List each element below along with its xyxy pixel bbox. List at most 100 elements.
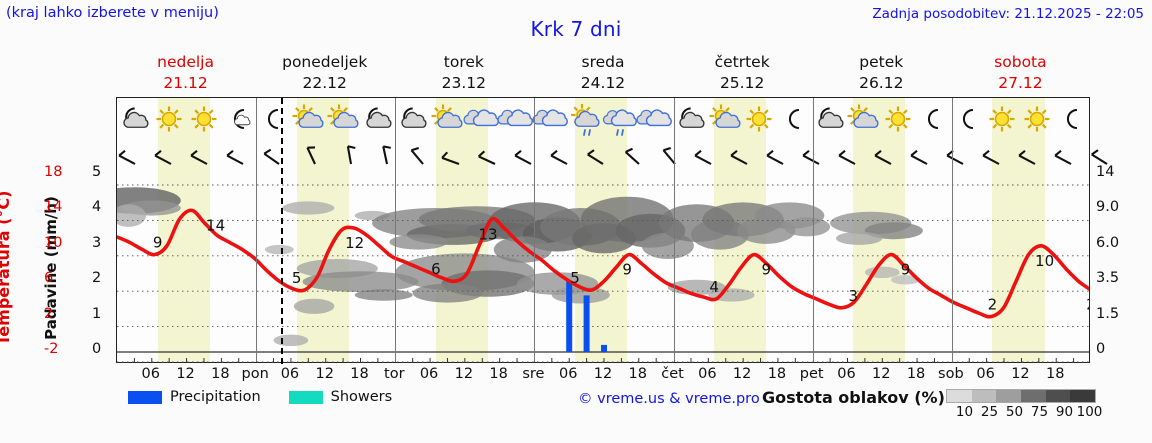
sun-icon (1020, 98, 1055, 142)
legend-label-precipitation: Precipitation (170, 389, 261, 405)
daylight-band (157, 98, 210, 362)
svg-text:12: 12 (345, 234, 364, 252)
cloud-density-tick: 25 (980, 404, 999, 420)
temperature-tick: 2 (44, 305, 54, 322)
cloud-density-swatch (947, 390, 972, 402)
x-axis-label: tor (384, 366, 405, 382)
wind-barb (801, 142, 837, 174)
day-separator (395, 98, 397, 362)
precipitation-tick: 5 (92, 164, 102, 180)
cloud-height-tick: 14 (1096, 164, 1115, 180)
x-tick-marks (133, 358, 1075, 363)
x-axis-label: pet (799, 366, 824, 382)
legend-label-showers: Showers (330, 389, 393, 405)
day-date: 21.12 (163, 74, 208, 92)
wind-barb (837, 142, 873, 174)
x-axis-label: čet (661, 366, 684, 382)
moon-icon (950, 98, 985, 142)
day-header-ponedeljek: ponedeljek 22.12 (255, 52, 394, 96)
sun-cloud-icon (291, 98, 326, 142)
wind-barbs-row (117, 142, 1108, 174)
x-axis-label: 18 (1045, 366, 1065, 382)
day-date: 26.12 (859, 74, 904, 92)
temperature-tick: 14 (44, 199, 63, 216)
day-separator (534, 98, 536, 362)
precipitation-tick: 0 (92, 341, 102, 357)
wind-barb (225, 142, 261, 174)
svg-text:5: 5 (292, 269, 302, 287)
wind-barb (765, 142, 801, 174)
wind-barb (873, 142, 909, 174)
day-header-nedelja: nedelja 21.12 (116, 52, 255, 96)
x-axis-label: 12 (176, 366, 195, 382)
svg-text:9: 9 (901, 261, 911, 279)
x-axis-label: 06 (698, 366, 717, 382)
wind-barb (369, 142, 405, 174)
day-name: sreda (581, 53, 625, 71)
wind-barb (333, 142, 369, 174)
sun-cloud-rain-icon (568, 98, 603, 142)
day-name: petek (859, 53, 904, 71)
legend-item-showers: Showers (288, 389, 393, 405)
cloud-density-swatch (971, 390, 997, 402)
temperature-extreme-labels: 9 14 5 12 6 13 5 9 4 9 3 9 2 10 2 (153, 216, 1089, 313)
moon-partial-icon (221, 98, 256, 142)
wind-barb (585, 142, 621, 174)
cloud-density-tick: 100 (1076, 404, 1103, 420)
cloud-density-title: Gostota oblakov (%) (762, 388, 945, 407)
day-date: 24.12 (580, 74, 626, 92)
x-axis-label: 18 (628, 366, 648, 382)
day-date: 22.12 (302, 74, 347, 92)
wind-barb (189, 142, 225, 174)
sun-cloud-icon (846, 98, 881, 142)
chart-canvas: 9 14 5 12 6 13 5 9 4 9 3 9 2 10 2 (117, 174, 1089, 363)
moon-icon (1054, 98, 1089, 142)
cloud-density-tick: 90 (1055, 404, 1074, 420)
sun-icon (742, 98, 777, 142)
day-header-sobota: sobota 27.12 (951, 52, 1090, 96)
svg-text:10: 10 (1035, 252, 1054, 270)
precipitation-tick: 1 (92, 305, 102, 322)
moon-cloud-icon (117, 98, 152, 142)
svg-text:9: 9 (622, 261, 632, 279)
cloud-density-tick: 50 (1005, 404, 1024, 420)
x-axis-label: 06 (558, 366, 578, 382)
day-date: 27.12 (998, 74, 1043, 92)
wind-barb (261, 142, 297, 174)
cloud-density-scale (946, 389, 1096, 403)
day-name: sobota (994, 53, 1047, 71)
x-axis-label: 18 (906, 366, 926, 382)
cloud-density-swatch (1021, 390, 1046, 402)
x-axis-label: pon (241, 366, 269, 382)
moon-icon (916, 98, 951, 142)
wind-barb (657, 142, 693, 174)
svg-text:9: 9 (153, 234, 163, 252)
showers-swatch (288, 390, 323, 404)
copyright-link[interactable]: © vreme.us & vreme.pro (578, 391, 760, 407)
cloud-density-field (117, 187, 923, 346)
cloud-density-swatch (1045, 390, 1071, 402)
svg-text:9: 9 (762, 261, 772, 279)
day-header-torek: torek 23.12 (394, 52, 533, 96)
temperature-tick: -2 (44, 341, 59, 357)
svg-text:4: 4 (709, 278, 719, 296)
day-separator (951, 98, 953, 362)
cloud-height-tick: 0 (1096, 341, 1106, 357)
sun-cloud-icon (429, 98, 464, 142)
current-time-line (281, 98, 283, 364)
precipitation-axis-title: Padavine (mm/h) (42, 196, 60, 340)
day-name: četrtek (714, 53, 770, 71)
wind-barb (549, 142, 585, 174)
svg-text:3: 3 (849, 287, 859, 305)
cloud-icon (497, 98, 534, 142)
svg-text:13: 13 (478, 225, 497, 243)
x-axis-label: 06 (976, 366, 995, 382)
precipitation-bars (566, 281, 607, 352)
wind-barb (117, 142, 153, 174)
x-axis-label: 18 (350, 366, 369, 382)
wind-barb (693, 142, 729, 174)
svg-text:6: 6 (431, 260, 441, 278)
sun-icon (881, 98, 916, 142)
forecast-chart-svg: 9 14 5 12 6 13 5 9 4 9 3 9 2 10 2 (117, 184, 1089, 363)
x-axis-label: 12 (872, 366, 891, 382)
